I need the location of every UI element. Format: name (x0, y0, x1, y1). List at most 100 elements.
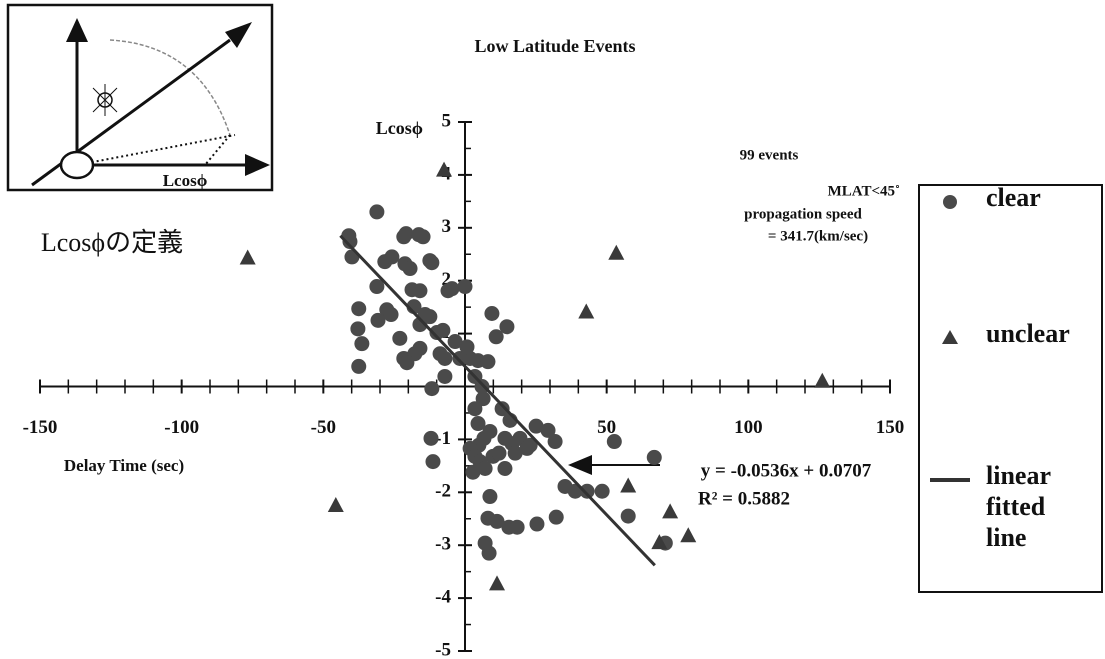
point (594, 483, 610, 499)
point (459, 339, 475, 355)
inset-label: Lcosϕ (163, 171, 208, 190)
inset-arc (109, 39, 231, 136)
point (491, 445, 507, 461)
legend-swatch (930, 478, 970, 482)
y-tick-label: -1 (435, 428, 451, 449)
legend: clear unclear linear fitted line (918, 183, 1103, 593)
point (437, 368, 453, 384)
point (354, 336, 370, 352)
point (540, 422, 556, 438)
x-tick-label: -50 (311, 417, 336, 438)
x-axis-label: Delay Time (sec) (64, 456, 184, 475)
point (369, 279, 385, 295)
inset-arrowhead (225, 22, 252, 48)
annotation-arrowhead (568, 455, 592, 475)
point (444, 281, 460, 297)
point (422, 309, 438, 325)
x-tick-label: 100 (734, 417, 763, 438)
point (814, 372, 831, 388)
point (342, 234, 358, 250)
point (509, 519, 525, 535)
point (482, 489, 498, 505)
point (480, 354, 496, 370)
point (415, 229, 431, 245)
annotation: MLAT<45˚ (828, 183, 900, 199)
point (481, 545, 497, 561)
inset-projection (204, 134, 231, 166)
y-tick-label: -2 (435, 481, 451, 502)
point (578, 303, 595, 319)
point (497, 460, 513, 476)
point (436, 161, 453, 177)
point (680, 527, 697, 543)
y-axis-label: Lcosϕ (376, 118, 423, 138)
point (452, 350, 468, 366)
point (447, 334, 463, 350)
point (369, 204, 385, 220)
inset-sun-rays (92, 84, 118, 116)
point (620, 508, 636, 524)
y-tick-label: 3 (442, 216, 452, 237)
point (470, 416, 486, 432)
point (484, 305, 500, 321)
legend-label: clear (986, 183, 1041, 212)
point (620, 477, 637, 493)
point (528, 418, 544, 434)
point (402, 261, 418, 277)
point (494, 401, 510, 417)
legend-swatch (942, 330, 958, 344)
point (435, 322, 451, 338)
point (465, 464, 481, 480)
inset-earth (59, 150, 95, 180)
point (519, 440, 535, 456)
point (467, 401, 483, 417)
x-tick-label: -150 (23, 417, 58, 438)
point (477, 460, 493, 476)
point (350, 321, 366, 337)
annotation: y = -0.0536x + 0.0707 (701, 460, 872, 481)
point (646, 449, 662, 465)
point (412, 340, 428, 356)
legend-label: linear fitted line (986, 461, 1051, 552)
inset-diagram: Lcosϕ (6, 3, 274, 192)
point (424, 255, 440, 271)
point (412, 283, 428, 299)
point (482, 423, 498, 439)
point (499, 319, 515, 335)
point (392, 330, 408, 346)
point (489, 513, 505, 529)
point (424, 381, 440, 397)
annotation: 99 events (740, 147, 799, 163)
chart-title: Low Latitude Events (474, 36, 635, 56)
x-tick-label: 150 (876, 417, 905, 438)
point (548, 509, 564, 525)
inset-caption: Lcosϕの定義 (41, 228, 183, 257)
y-tick-label: 2 (442, 269, 452, 290)
point (437, 350, 453, 366)
point (425, 454, 441, 470)
inset-arrowhead (66, 18, 88, 42)
y-tick-label: -5 (435, 639, 451, 659)
point (384, 249, 400, 265)
y-tick-label: -4 (435, 586, 451, 607)
point (488, 329, 504, 345)
fit-line (339, 234, 656, 567)
point (547, 434, 563, 450)
point (507, 445, 523, 461)
legend-label: unclear (986, 319, 1070, 348)
point (351, 301, 367, 317)
x-tick-label: 50 (597, 417, 616, 438)
point (579, 483, 595, 499)
annotation: = 341.7(km/sec) (768, 228, 868, 244)
point (423, 430, 439, 446)
point (475, 391, 491, 407)
x-tick-label: -100 (164, 417, 199, 438)
annotation: propagation speed (744, 206, 862, 222)
point (529, 516, 545, 532)
inset-projection (76, 134, 236, 166)
point (351, 358, 367, 374)
point (239, 249, 256, 265)
point (457, 279, 473, 295)
